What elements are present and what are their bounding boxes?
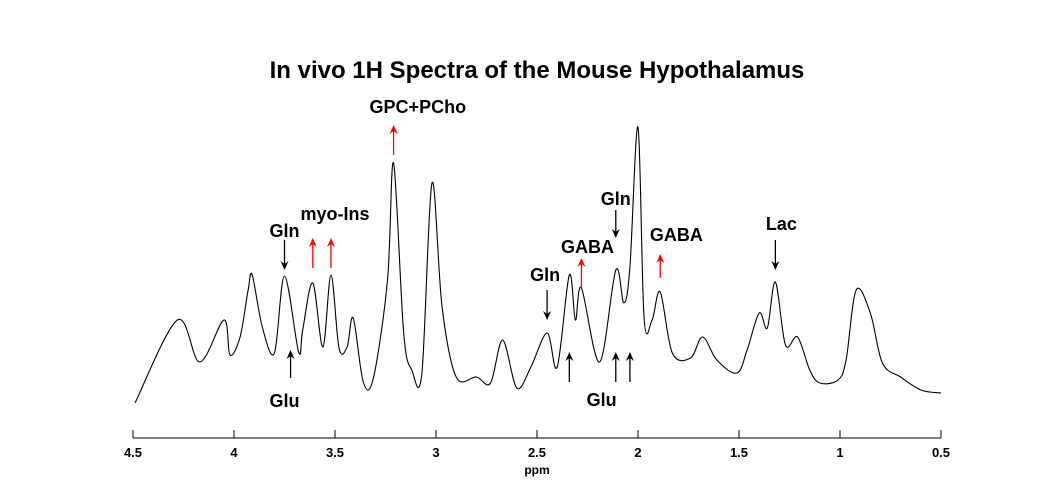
arrowhead-icon xyxy=(326,238,335,247)
annotation-gaba: GABA xyxy=(650,225,703,278)
arrowhead-icon xyxy=(286,350,295,359)
annotation-label: Gln xyxy=(601,189,631,209)
annotation-glu: Glu xyxy=(565,352,634,410)
arrowhead-icon xyxy=(389,125,398,134)
annotation-label: Gln xyxy=(530,265,560,285)
annotation-label: GABA xyxy=(650,225,703,245)
spectrum-line xyxy=(134,126,942,404)
annotation-label: Gln xyxy=(270,221,300,241)
x-tick-label: 4 xyxy=(230,445,238,460)
x-tick-label: 2 xyxy=(634,445,641,460)
arrowhead-icon xyxy=(611,229,620,238)
annotation-label: GABA xyxy=(561,237,614,257)
arrowhead-icon xyxy=(771,261,780,270)
x-axis-label: ppm xyxy=(524,463,549,477)
annotation-gln: Gln xyxy=(530,265,560,320)
annotation-gln: Gln xyxy=(601,189,631,238)
arrowhead-icon xyxy=(656,254,665,263)
annotation-label: Lac xyxy=(766,214,797,234)
arrowhead-icon xyxy=(280,261,289,270)
annotation-lac: Lac xyxy=(766,214,797,270)
x-tick-label: 1 xyxy=(836,445,843,460)
annotation-gln: Gln xyxy=(270,221,300,270)
annotation-glu: Glu xyxy=(270,350,300,411)
x-tick-label: 1.5 xyxy=(730,445,748,460)
annotation-myo-ins: myo-Ins xyxy=(300,204,370,268)
arrowhead-icon xyxy=(577,258,586,267)
annotation-label: GPC+PCho xyxy=(370,97,467,117)
annotation-label: Glu xyxy=(270,391,300,411)
annotation-label: Glu xyxy=(587,390,617,410)
annotation-gpc-pcho: GPC+PCho xyxy=(370,97,467,155)
arrowhead-icon xyxy=(611,352,620,361)
arrowhead-icon xyxy=(565,352,574,361)
arrowhead-icon xyxy=(543,311,552,320)
chart-title: In vivo 1H Spectra of the Mouse Hypothal… xyxy=(270,57,805,84)
x-tick-label: 3 xyxy=(432,445,439,460)
x-tick-label: 4.5 xyxy=(124,445,142,460)
annotation-gaba: GABA xyxy=(561,237,614,288)
annotation-label: myo-Ins xyxy=(300,204,369,224)
x-tick-label: 0.5 xyxy=(932,445,950,460)
x-tick-label: 2.5 xyxy=(528,445,546,460)
arrowhead-icon xyxy=(625,352,634,361)
arrowhead-icon xyxy=(308,238,317,247)
x-axis: 4.5 4 3.5 3 2.5 2 1.5 1 0.5 xyxy=(124,430,950,460)
x-tick-label: 3.5 xyxy=(326,445,344,460)
plot-area: GPC+PChomyo-InsGlnGluGlnGABAGlnGABALacGl… xyxy=(134,97,942,411)
